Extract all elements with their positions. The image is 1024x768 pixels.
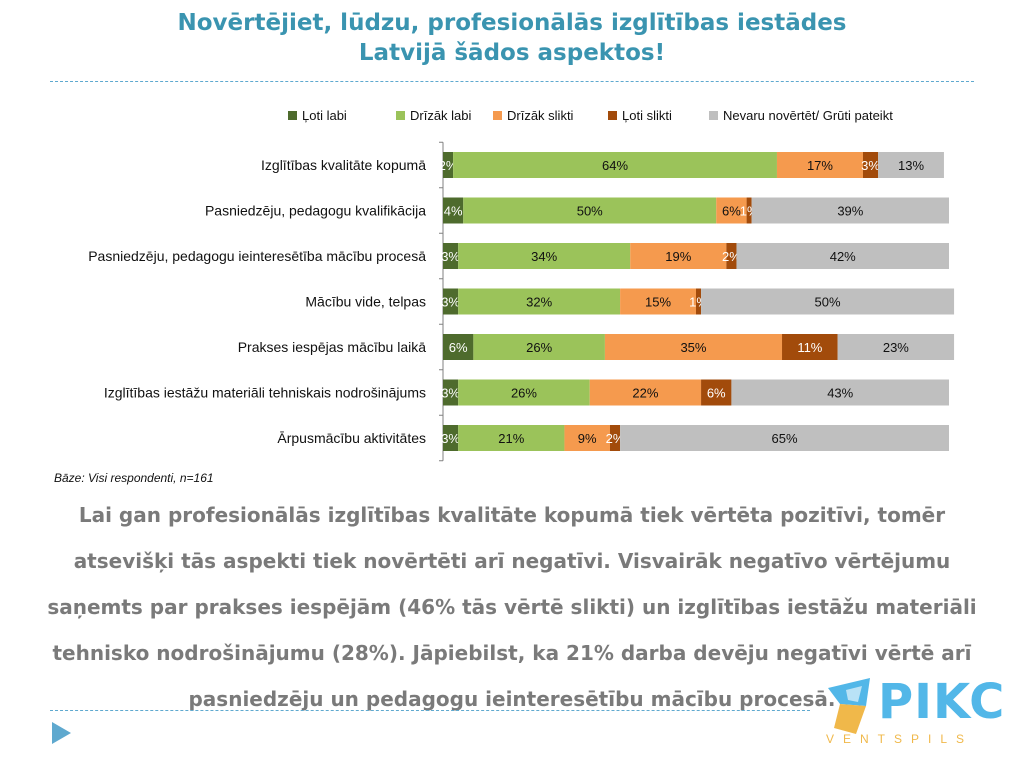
pikc-logo: PIKC VENTSPILS (826, 672, 1004, 752)
data-label: 22% (632, 386, 658, 401)
data-label: 39% (837, 204, 863, 219)
data-label: 43% (827, 386, 853, 401)
bar-segment (453, 152, 777, 178)
bar-segment (458, 243, 631, 269)
bar-segment (604, 334, 783, 360)
legend-label: Drīzāk slikti (507, 108, 574, 123)
data-label: 26% (526, 340, 552, 355)
data-label: 3% (441, 386, 460, 401)
data-label: 2% (722, 249, 741, 264)
data-label: 6% (449, 340, 468, 355)
title-line-1: Novērtējiet, lūdzu, profesionālās izglīt… (177, 10, 847, 36)
legend-swatch (288, 111, 297, 120)
bar-segment (696, 288, 702, 315)
data-label: 50% (815, 295, 841, 310)
data-label: 9% (578, 431, 597, 446)
data-label: 64% (602, 158, 628, 173)
bar-segment (751, 197, 949, 224)
data-label: 34% (531, 249, 557, 264)
data-label: 15% (645, 295, 671, 310)
data-label: 3% (441, 249, 460, 264)
data-label: 50% (577, 204, 603, 219)
logo-word: PIKC (878, 674, 1006, 730)
data-label: 35% (680, 340, 706, 355)
bar-segment (701, 288, 955, 315)
top-divider (50, 81, 974, 82)
category-label: Prakses iespējas mācību laikā (238, 339, 427, 355)
base-note: Bāze: Visi respondenti, n=161 (54, 471, 214, 485)
bar-segment (443, 379, 459, 406)
bar-segment (589, 379, 702, 406)
data-label: 3% (861, 158, 880, 173)
bar-segment (782, 334, 838, 360)
legend-label: Drīzāk labi (410, 108, 472, 123)
data-label: 65% (772, 431, 798, 446)
bar-segment (473, 334, 605, 360)
play-icon[interactable] (52, 722, 71, 744)
bar-segment (458, 379, 590, 406)
logo-emblem-icon (828, 678, 870, 734)
bar-segment (726, 243, 737, 269)
legend-swatch (608, 111, 617, 120)
title-line-2: Latvijā šādos aspektos! (358, 40, 666, 66)
bar-segment (731, 379, 949, 406)
legend-label: Nevaru novērtēt/ Grūti pateikt (723, 108, 893, 123)
bottom-divider (50, 710, 810, 711)
bar-segment (701, 379, 732, 406)
bar-segment (443, 197, 464, 224)
data-label: 13% (898, 158, 924, 173)
data-label: 2% (439, 158, 458, 173)
data-label: 11% (797, 340, 822, 355)
data-label: 3% (441, 295, 460, 310)
bar-segment (716, 197, 747, 224)
logo-subtitle: VENTSPILS (826, 732, 974, 746)
bar-segment (837, 334, 955, 360)
summary-text: Lai gan profesionālās izglītības kvalitā… (47, 503, 977, 711)
bar-segment (736, 243, 949, 269)
data-label: 26% (511, 386, 537, 401)
bar-segment (458, 288, 621, 315)
legend-swatch (396, 111, 405, 120)
data-label: 6% (722, 204, 741, 219)
category-label: Pasniedzēju, pedagogu ieinteresētība māc… (88, 248, 426, 264)
legend-label: Ļoti labi (302, 108, 347, 123)
data-label: 17% (807, 158, 833, 173)
slide-title: Novērtējiet, lūdzu, profesionālās izglīt… (0, 8, 1024, 68)
bar-segment (746, 197, 752, 224)
data-label: 2% (606, 431, 625, 446)
data-label: 32% (526, 295, 552, 310)
bar-segment (776, 152, 863, 178)
data-label: 23% (883, 340, 909, 355)
bar-segment (630, 243, 727, 269)
data-label: 4% (444, 204, 463, 219)
bar-segment (878, 152, 944, 178)
legend-swatch (709, 111, 718, 120)
bar-segment (463, 197, 717, 224)
bar-segment (443, 334, 474, 360)
bar-segment (620, 425, 949, 451)
data-label: 21% (498, 431, 524, 446)
category-label: Izglītības iestāžu materiāli tehniskais … (104, 385, 426, 401)
bar-segment (443, 152, 454, 178)
bar-segment (564, 425, 610, 451)
bar-segment (458, 425, 565, 451)
bar-segment (443, 243, 459, 269)
category-label: Ārpusmācību aktivitātes (277, 430, 426, 446)
bar-segment (862, 152, 879, 178)
data-label: 42% (830, 249, 856, 264)
legend-label: Ļoti slikti (622, 108, 672, 123)
category-label: Pasniedzēju, pedagogu kvalifikācija (205, 203, 426, 219)
bar-segment (609, 425, 621, 451)
legend-swatch (493, 111, 502, 120)
category-label: Izglītības kvalitāte kopumā (261, 157, 426, 173)
data-label: 6% (707, 386, 726, 401)
data-label: 3% (441, 431, 460, 446)
bar-segment (443, 288, 459, 315)
stacked-bar-chart: Ļoti labi Drīzāk labi Drīzāk slikti Ļoti sl… (88, 108, 955, 462)
bar-segment (620, 288, 696, 315)
category-label: Mācību vide, telpas (305, 294, 426, 310)
data-label: 19% (665, 249, 691, 264)
bar-segment (443, 425, 459, 451)
